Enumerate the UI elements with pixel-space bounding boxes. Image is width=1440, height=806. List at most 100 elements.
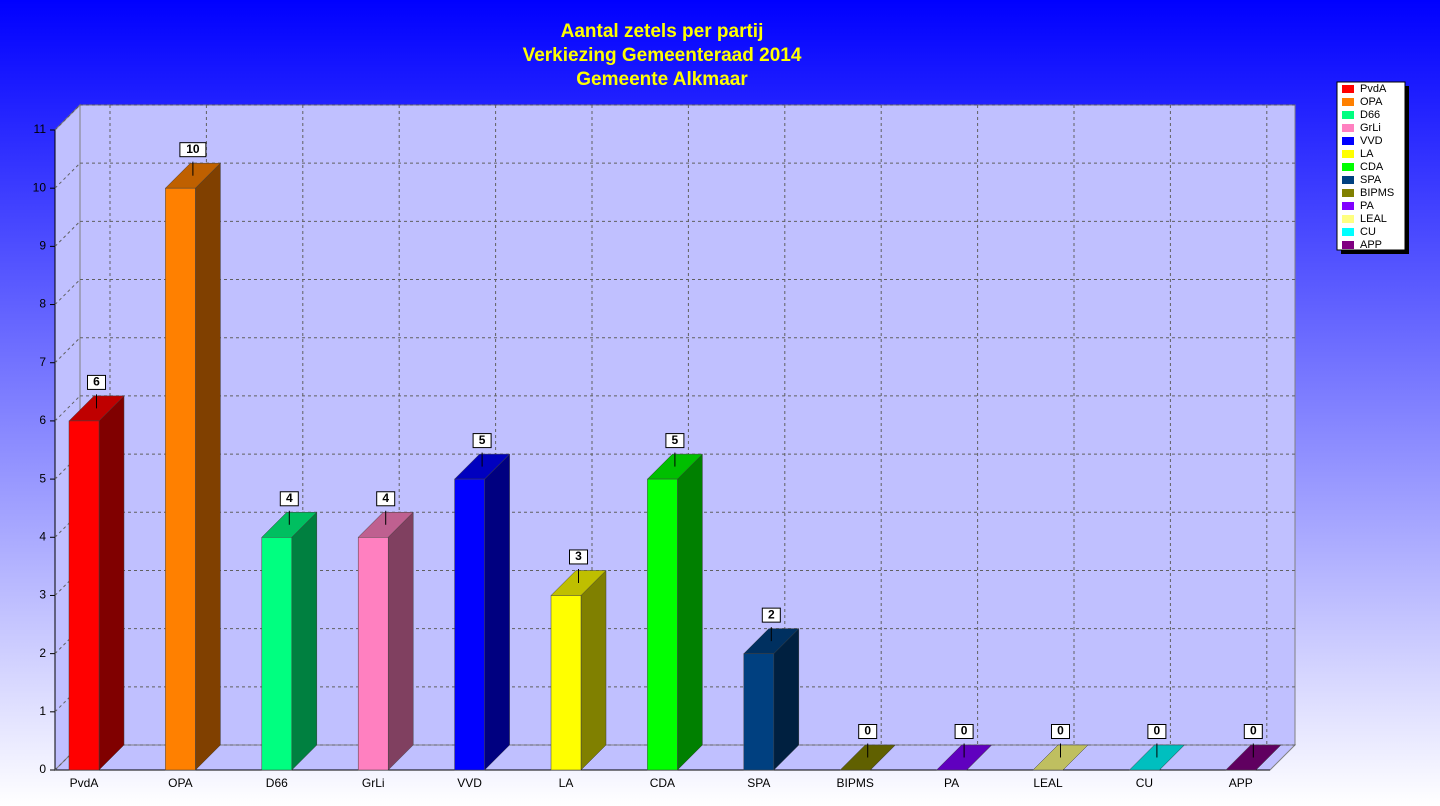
x-tick-label: CDA (650, 776, 675, 790)
legend-label: OPA (1360, 96, 1383, 108)
x-tick-label: BIPMS (837, 776, 874, 790)
x-tick-label: CU (1136, 776, 1153, 790)
data-label-box (1243, 724, 1263, 739)
y-tick-label: 10 (33, 180, 47, 194)
bar (68, 395, 125, 771)
bar-front (165, 187, 196, 771)
legend-swatch (1342, 189, 1354, 197)
data-label: 0 (1250, 724, 1257, 738)
x-tick-label: OPA (168, 776, 192, 790)
data-label-box (858, 724, 878, 739)
data-label: 4 (382, 491, 389, 505)
legend-label: SPA (1360, 174, 1382, 186)
x-tick-label: APP (1229, 776, 1253, 790)
legend-label: LEAL (1360, 213, 1387, 225)
x-tick-label: PvdA (70, 776, 99, 790)
y-tick-label: 3 (39, 588, 46, 602)
data-label: 6 (93, 375, 100, 389)
data-label: 0 (864, 724, 871, 738)
data-label: 0 (1154, 724, 1161, 738)
bar-side (195, 162, 221, 771)
data-label-box (179, 142, 207, 158)
y-tick-label: 6 (39, 413, 46, 427)
x-tick-label: LA (559, 776, 574, 790)
bar-front (357, 537, 389, 771)
legend-label: PvdA (1360, 83, 1387, 95)
y-tick-label: 1 (39, 704, 46, 718)
data-label-box (472, 433, 492, 449)
bar-side (677, 453, 703, 771)
legend-swatch (1342, 202, 1354, 210)
legend-swatch (1342, 98, 1354, 106)
bar-front (550, 595, 582, 771)
legend-swatch (1342, 150, 1354, 158)
bar (357, 511, 414, 771)
data-label-box (665, 433, 685, 449)
legend-label: VVD (1360, 135, 1383, 147)
bar-front (261, 537, 293, 771)
bar (261, 511, 318, 771)
title-group: Aantal zetels per partij Verkiezing Geme… (523, 21, 802, 90)
x-tick-label: SPA (747, 776, 770, 790)
labels: 0 1 2 3 4 5 6 7 8 9 10 11 PvdA OPA D66 GrLi VVD LA CDA SPA B… (33, 122, 1263, 790)
data-label-box (87, 374, 106, 390)
data-label-box (761, 607, 781, 623)
y-tick-label: 4 (39, 529, 46, 543)
legend-label: BIPMS (1360, 187, 1394, 199)
chart-title: Gemeente Alkmaar (576, 69, 748, 90)
legend-swatch (1342, 137, 1354, 145)
legend-label: LA (1360, 148, 1374, 160)
data-label: 5 (672, 433, 679, 447)
data-label: 5 (479, 433, 486, 447)
data-label-box (279, 491, 299, 507)
bar-side (98, 395, 125, 771)
x-tick-label: D66 (266, 776, 288, 790)
y-tick-label: 7 (39, 355, 46, 369)
bar (646, 453, 704, 771)
data-label: 4 (286, 491, 293, 505)
bar-side (580, 569, 607, 771)
legend-label: APP (1360, 239, 1382, 251)
legend-swatch (1342, 85, 1354, 93)
legend-label: CU (1360, 226, 1376, 238)
bar-front (454, 478, 485, 771)
data-label: 3 (575, 549, 582, 563)
legend-swatch (1342, 124, 1354, 132)
bar-side (291, 511, 318, 771)
y-tick-label: 8 (39, 297, 46, 311)
legend-swatch (1342, 241, 1354, 249)
legend-label: D66 (1360, 109, 1380, 121)
y-tick-label: 2 (39, 646, 46, 660)
data-label-box (569, 549, 588, 565)
legend-entries: PvdAOPAD66GrLiVVDLACDASPABIPMSPALEALCUAP… (1342, 83, 1394, 251)
legend-swatch (1342, 111, 1354, 119)
legend-label: CDA (1360, 161, 1384, 173)
bars (68, 162, 1282, 771)
x-tick-label: LEAL (1033, 776, 1063, 790)
bar (453, 453, 511, 771)
bar (550, 569, 607, 771)
data-label: 0 (1057, 724, 1064, 738)
chart-title: Verkiezing Gemeenteraad 2014 (523, 45, 802, 66)
legend-label: GrLi (1360, 122, 1381, 134)
y-tick-label: 0 (39, 762, 46, 776)
bar-side (484, 453, 510, 771)
bar-side (387, 511, 414, 771)
x-tick-label: VVD (457, 776, 482, 790)
y-tick-label: 5 (39, 471, 46, 485)
data-label-box (954, 724, 974, 739)
y-tick-label: 11 (34, 122, 47, 136)
legend-swatch (1342, 163, 1354, 171)
legend-label: PA (1360, 200, 1375, 212)
data-label-box (1147, 724, 1167, 739)
bar (743, 628, 800, 771)
x-tick-label: GrLi (362, 776, 385, 790)
y-tick-label: 9 (39, 239, 46, 253)
legend-swatch (1342, 228, 1354, 236)
chart-title: Aantal zetels per partij (561, 21, 764, 42)
bar (164, 162, 222, 771)
bar-front (647, 478, 678, 771)
x-tick-label: PA (944, 776, 959, 790)
data-label-box (376, 491, 396, 507)
